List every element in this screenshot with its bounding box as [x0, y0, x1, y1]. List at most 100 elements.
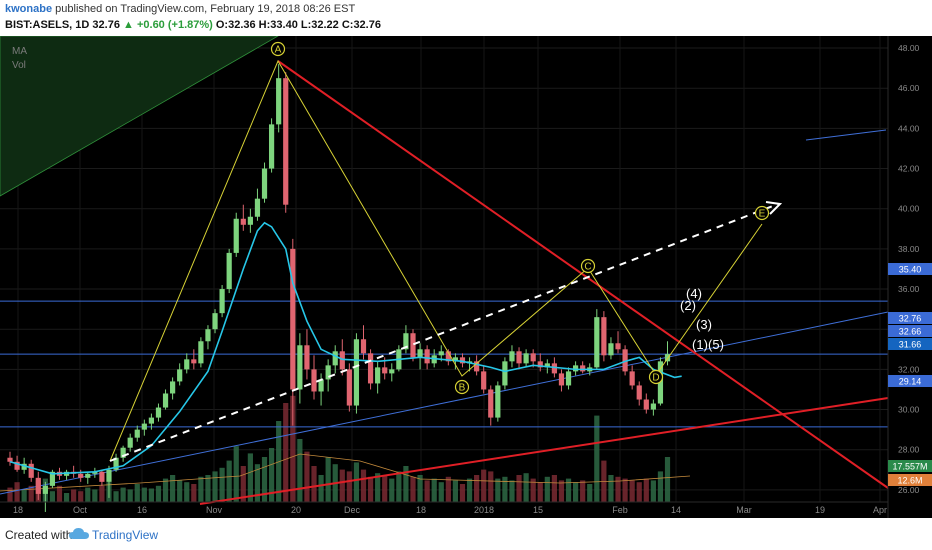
pattern-point-label: E — [759, 209, 766, 220]
candle-body — [120, 447, 126, 458]
volume-bar — [410, 476, 416, 502]
candle-body — [191, 359, 197, 364]
volume-bar — [488, 471, 494, 502]
pattern-point-marker — [270, 41, 286, 57]
candle-body — [148, 417, 154, 424]
candle-body — [332, 351, 338, 366]
candle-body — [184, 359, 190, 370]
volume-bar — [495, 478, 501, 502]
candle-body — [580, 365, 586, 372]
volume-bar — [85, 487, 91, 502]
ma-indicator-label[interactable]: MA — [12, 46, 27, 57]
volume-bar — [558, 480, 565, 502]
candle-body — [85, 473, 91, 478]
volume-bar — [311, 466, 317, 502]
volume-bar — [445, 476, 451, 502]
author-link[interactable]: kwonabe — [5, 3, 53, 15]
volume-bar — [466, 478, 473, 502]
volume-bar — [367, 476, 374, 502]
candle-body — [459, 357, 466, 364]
candle-body — [488, 389, 494, 418]
candle-body — [452, 357, 459, 362]
candle-body — [516, 351, 522, 364]
price-chart[interactable]: A B C D E (4)(2)(3) (1) (5) 48.00 46.00 44.00 42.… — [0, 36, 932, 518]
volume-bar — [346, 471, 352, 502]
volume-bar — [283, 403, 289, 502]
volume-bar — [240, 466, 246, 502]
abcde-pattern — [109, 59, 783, 462]
pattern-point-label: B — [459, 383, 466, 394]
candle-body — [49, 471, 56, 486]
time-tick-label: 2018 — [474, 505, 494, 515]
candle-body — [445, 351, 451, 362]
candle-body — [198, 341, 204, 364]
price-tick-label: 38.00 — [898, 244, 920, 254]
candle-body — [28, 463, 34, 478]
volume-bar — [212, 471, 218, 502]
volume-bar — [382, 475, 388, 502]
chart-header: kwonabe published on TradingView.com, Fe… — [0, 0, 932, 36]
candlesticks — [7, 64, 671, 512]
volume-bar — [92, 489, 98, 502]
volume-label: 17.557M — [892, 462, 927, 472]
volume-bar — [261, 457, 268, 502]
volume-bar — [134, 484, 140, 502]
volume-label-box — [888, 460, 932, 472]
candle-body — [311, 369, 317, 392]
time-tick-label: Dec — [344, 505, 361, 515]
candle-body — [162, 393, 169, 408]
blue-trendline — [0, 311, 889, 495]
ohlc-values: O:32.36 H:33.40 L:32.22 C:32.76 — [215, 19, 381, 31]
candle-body — [367, 353, 374, 384]
volume-bar — [657, 471, 664, 502]
pattern-point-marker — [580, 258, 596, 274]
tradingview-brand[interactable]: TradingView — [92, 528, 159, 542]
candle-body — [297, 345, 303, 390]
price-label: 31.66 — [899, 340, 922, 350]
candle-body — [360, 339, 367, 354]
volume-bar — [78, 491, 84, 502]
price-tick-label: 42.00 — [898, 164, 920, 174]
volume-bars — [7, 395, 671, 502]
wave-labels: (4)(2)(3) (1) (5) — [680, 286, 724, 352]
volume-bar — [431, 478, 437, 502]
pattern-point-label: D — [652, 373, 659, 384]
volume-bar — [148, 488, 154, 502]
pattern-points: A B C D E — [270, 41, 770, 395]
volume-bar — [318, 475, 324, 502]
candle-body — [403, 333, 409, 350]
time-tick-label: Nov — [206, 505, 223, 515]
volume-bar — [629, 480, 635, 502]
candle-body — [389, 369, 395, 374]
candle-body — [558, 373, 565, 386]
candle-body — [14, 461, 20, 470]
pattern-point-marker — [454, 379, 470, 395]
candle-body — [268, 124, 275, 169]
candle-body — [318, 379, 324, 392]
price-tick-label: 46.00 — [898, 83, 920, 93]
created-with-text: Created with — [5, 528, 73, 542]
candle-body — [502, 361, 508, 386]
volume-bar — [268, 448, 275, 502]
time-tick-label: Oct — [73, 505, 88, 515]
last-price: 32.76 — [92, 19, 120, 31]
candle-body — [594, 317, 600, 368]
candle-body — [247, 216, 253, 225]
volume-bar — [664, 457, 671, 502]
volume-bar — [198, 476, 204, 502]
volume-labels: 17.557M 12.6M — [888, 460, 932, 486]
volume-bar — [459, 484, 466, 502]
symbol-line: BIST:ASELS, 1D 32.76 ▲ +0.60 (+1.87%) O:… — [5, 19, 381, 31]
candle-body — [544, 363, 550, 368]
symbol-name[interactable]: BIST:ASELS, 1D — [5, 19, 90, 31]
vol-indicator-label[interactable]: Vol — [12, 60, 26, 71]
wave-label: (5) — [708, 337, 724, 352]
candle-body — [424, 349, 430, 364]
candle-body — [290, 248, 296, 390]
volume-bar — [141, 487, 147, 502]
volume-bar — [360, 469, 367, 502]
volume-bar — [452, 480, 459, 502]
time-tick-label: Apr — [873, 505, 887, 515]
candle-body — [636, 385, 642, 400]
time-tick-label: Feb — [612, 505, 628, 515]
